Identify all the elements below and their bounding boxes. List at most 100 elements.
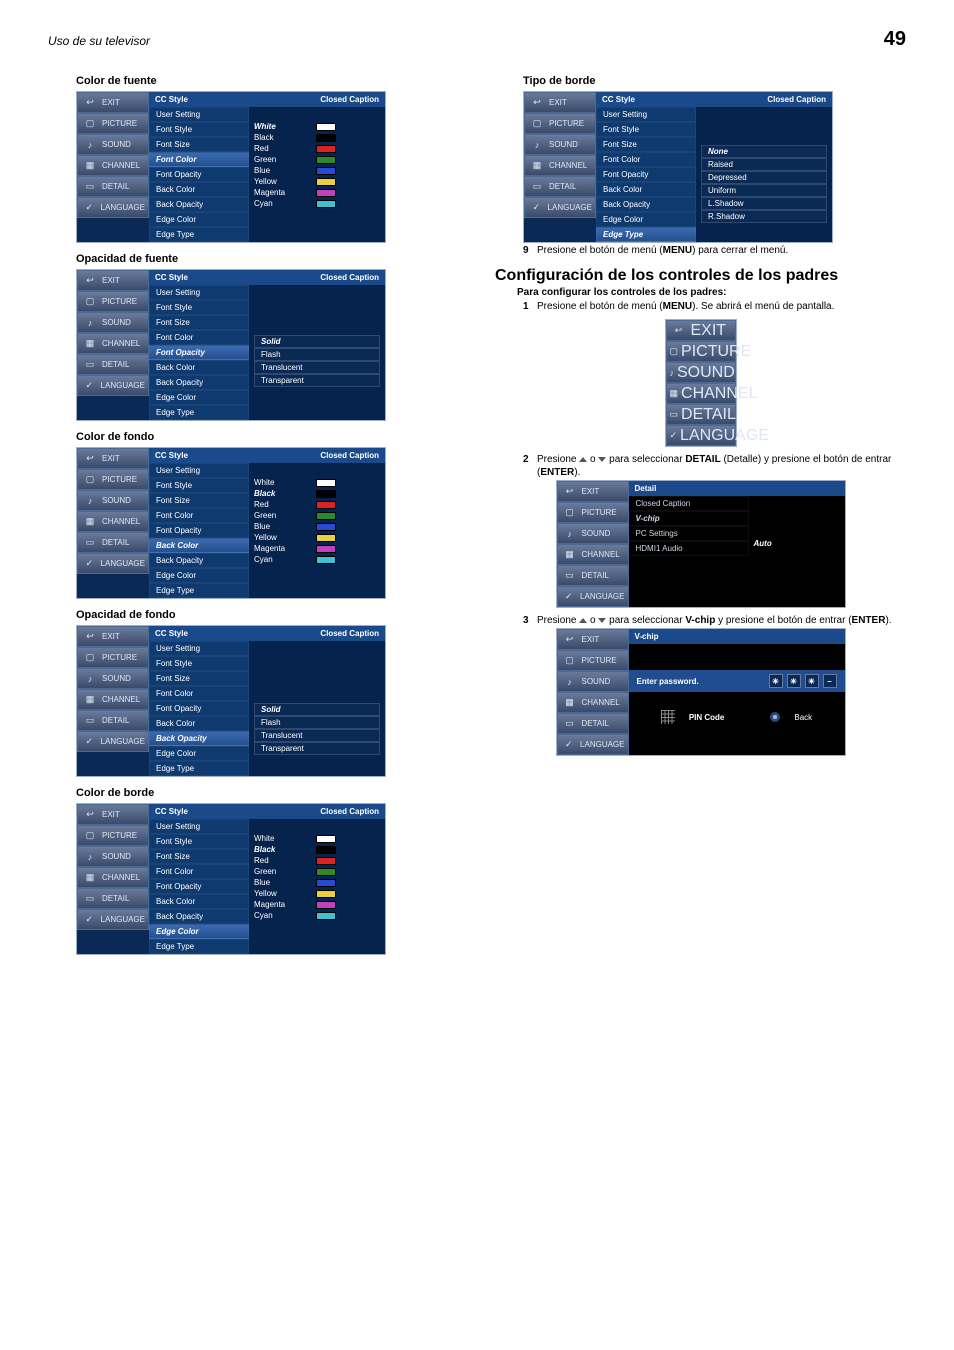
cc-label[interactable]: Font Style xyxy=(149,478,249,493)
cc-value-row[interactable]: Red xyxy=(254,499,380,510)
cc-value[interactable]: Uniform xyxy=(701,184,827,197)
cc-label[interactable]: Font Opacity xyxy=(149,879,249,894)
pw-box[interactable]: ✳ xyxy=(787,674,801,688)
cc-label[interactable]: Font Color xyxy=(149,864,249,879)
cc-label[interactable]: Back Opacity xyxy=(149,553,249,568)
cc-label[interactable]: Edge Type xyxy=(149,939,249,954)
cc-label[interactable]: Font Color xyxy=(149,330,249,345)
cc-value-row[interactable]: Magenta xyxy=(254,543,380,554)
cc-label[interactable]: Font Color xyxy=(149,152,249,167)
cc-value[interactable]: Raised xyxy=(701,158,827,171)
cc-value-row[interactable]: Magenta xyxy=(254,187,380,198)
cc-label[interactable]: Back Color xyxy=(149,360,249,375)
tab-picture[interactable]: ▢PICTURE xyxy=(77,291,149,312)
cc-value-row[interactable]: Magenta xyxy=(254,899,380,910)
cc-label[interactable]: Font Opacity xyxy=(149,167,249,182)
detail-label[interactable]: Closed Caption xyxy=(629,496,749,511)
cc-label[interactable]: Back Color xyxy=(149,894,249,909)
cc-value[interactable]: L.Shadow xyxy=(701,197,827,210)
tab-detail[interactable]: ▭DETAIL xyxy=(557,713,629,734)
cc-value-row[interactable]: Black xyxy=(254,488,380,499)
cc-value-row[interactable]: Green xyxy=(254,510,380,521)
cc-value-row[interactable]: Green xyxy=(254,866,380,877)
cc-label[interactable]: Font Style xyxy=(149,300,249,315)
cc-value[interactable]: Solid xyxy=(254,335,380,348)
cc-value-row[interactable]: White xyxy=(254,833,380,844)
cc-value-row[interactable]: Blue xyxy=(254,521,380,532)
tab-picture[interactable]: ▢PICTURE xyxy=(77,113,149,134)
cc-value-row[interactable]: Blue xyxy=(254,165,380,176)
pw-box[interactable]: ✳ xyxy=(805,674,819,688)
tab-language[interactable]: ✓LANGUAGE xyxy=(557,734,629,755)
cc-label[interactable]: Font Size xyxy=(149,849,249,864)
tab-detail[interactable]: ▭DETAIL xyxy=(666,404,736,425)
tab-language[interactable]: ✓LANGUAGE xyxy=(524,197,596,218)
cc-value[interactable]: Flash xyxy=(254,716,380,729)
cc-value-row[interactable]: Blue xyxy=(254,877,380,888)
cc-value[interactable]: Translucent xyxy=(254,729,380,742)
tab-channel[interactable]: ▦CHANNEL xyxy=(77,155,149,176)
cc-label[interactable]: Font Size xyxy=(149,137,249,152)
tab-detail[interactable]: ▭DETAIL xyxy=(524,176,596,197)
cc-label[interactable]: Font Color xyxy=(149,686,249,701)
cc-label[interactable]: Font Color xyxy=(149,508,249,523)
tab-picture[interactable]: ▢PICTURE xyxy=(77,469,149,490)
tab-detail[interactable]: ▭DETAIL xyxy=(77,710,149,731)
tab-language[interactable]: ✓LANGUAGE xyxy=(557,586,629,607)
tab-language[interactable]: ✓LANGUAGE xyxy=(77,197,149,218)
cc-label[interactable]: Font Style xyxy=(149,656,249,671)
tab-exit[interactable]: ↩EXIT xyxy=(77,804,149,825)
tab-exit[interactable]: ↩EXIT xyxy=(77,448,149,469)
tab-exit[interactable]: ↩EXIT xyxy=(77,92,149,113)
cc-value-row[interactable]: Green xyxy=(254,154,380,165)
cc-label[interactable]: Edge Color xyxy=(149,212,249,227)
cc-label[interactable]: Font Style xyxy=(596,122,696,137)
cc-label[interactable]: User Setting xyxy=(149,641,249,656)
cc-label[interactable]: User Setting xyxy=(596,107,696,122)
tab-language[interactable]: ✓LANGUAGE xyxy=(77,375,149,396)
cc-label[interactable]: Edge Color xyxy=(149,568,249,583)
cc-label[interactable]: Back Opacity xyxy=(149,197,249,212)
cc-value-row[interactable]: Red xyxy=(254,855,380,866)
cc-value[interactable]: Solid xyxy=(254,703,380,716)
cc-label[interactable]: Font Opacity xyxy=(149,523,249,538)
cc-label[interactable]: Font Size xyxy=(149,315,249,330)
tab-sound[interactable]: ♪SOUND xyxy=(77,490,149,511)
tab-detail[interactable]: ▭DETAIL xyxy=(77,888,149,909)
cc-label[interactable]: Edge Type xyxy=(149,227,249,242)
cc-label[interactable]: Back Opacity xyxy=(596,197,696,212)
tab-channel[interactable]: ▦CHANNEL xyxy=(77,689,149,710)
tab-picture[interactable]: ▢PICTURE xyxy=(77,825,149,846)
cc-label[interactable]: Font Opacity xyxy=(596,167,696,182)
cc-label[interactable]: Edge Color xyxy=(149,746,249,761)
cc-value[interactable]: Translucent xyxy=(254,361,380,374)
cc-label[interactable]: User Setting xyxy=(149,463,249,478)
cc-label[interactable]: Font Style xyxy=(149,834,249,849)
tab-sound[interactable]: ♪SOUND xyxy=(666,362,736,383)
cc-label[interactable]: Back Opacity xyxy=(149,909,249,924)
cc-value-row[interactable]: Cyan xyxy=(254,910,380,921)
tab-language[interactable]: ✓LANGUAGE xyxy=(666,425,736,446)
tab-channel[interactable]: ▦CHANNEL xyxy=(77,511,149,532)
cc-label[interactable]: Font Size xyxy=(149,493,249,508)
tab-language[interactable]: ✓LANGUAGE xyxy=(77,731,149,752)
cc-label[interactable]: Font Style xyxy=(149,122,249,137)
cc-label[interactable]: User Setting xyxy=(149,819,249,834)
cc-label[interactable]: Back Color xyxy=(149,716,249,731)
cc-value-row[interactable]: Red xyxy=(254,143,380,154)
cc-value[interactable]: Transparent xyxy=(254,742,380,755)
tab-language[interactable]: ✓LANGUAGE xyxy=(77,553,149,574)
tab-exit[interactable]: ↩EXIT xyxy=(77,270,149,291)
cc-label[interactable]: Back Opacity xyxy=(149,731,249,746)
cc-value-row[interactable]: Yellow xyxy=(254,532,380,543)
tab-detail[interactable]: ▭DETAIL xyxy=(557,565,629,586)
tab-channel[interactable]: ▦CHANNEL xyxy=(77,867,149,888)
cc-label[interactable]: User Setting xyxy=(149,285,249,300)
cc-label[interactable]: Edge Color xyxy=(149,924,249,939)
tab-channel[interactable]: ▦CHANNEL xyxy=(666,383,736,404)
tab-channel[interactable]: ▦CHANNEL xyxy=(77,333,149,354)
cc-label[interactable]: User Setting xyxy=(149,107,249,122)
cc-label[interactable]: Font Size xyxy=(149,671,249,686)
tab-exit[interactable]: ↩EXIT xyxy=(524,92,596,113)
cc-value-row[interactable]: White xyxy=(254,477,380,488)
